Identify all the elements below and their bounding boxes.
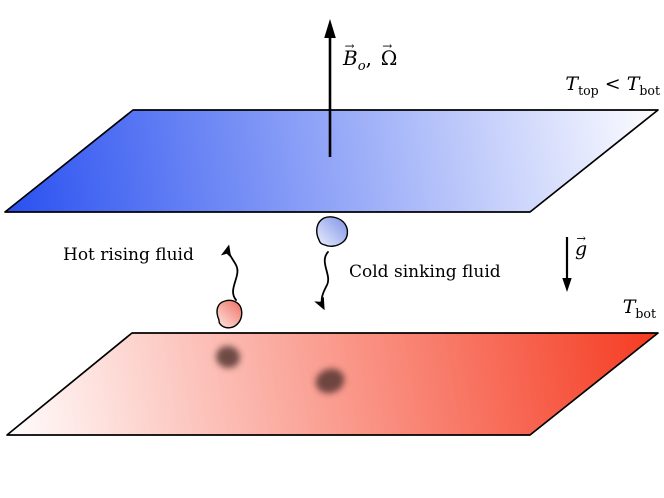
b-vector: → B <box>343 39 358 70</box>
hot-fluid-blob <box>216 299 243 329</box>
vector-arrow-icon: → <box>382 39 393 54</box>
plume-shadow-left <box>216 345 240 369</box>
temperature-condition-label: Ttop < Tbot <box>565 73 660 98</box>
cold-sinking-arrow <box>314 251 330 311</box>
gravity-arrow <box>562 237 572 292</box>
hot-rising-fluid-label: Hot rising fluid <box>63 245 194 265</box>
cold-fluid-blob <box>316 216 349 247</box>
plume-shadow-right <box>315 368 345 394</box>
vector-arrow-icon: → <box>344 39 355 54</box>
top-plate <box>4 109 659 213</box>
field-rotation-arrow <box>324 19 336 157</box>
hot-rising-arrow <box>220 244 239 301</box>
omega-vector: → Ω <box>380 39 398 70</box>
bottom-plate-temp-label: Tbot <box>622 296 656 321</box>
cold-sinking-fluid-label: Cold sinking fluid <box>349 262 501 282</box>
gravity-label: → g <box>575 231 588 260</box>
vector-arrow-icon: → <box>576 231 586 246</box>
field-rotation-label: → Bo, → Ω <box>343 39 398 74</box>
